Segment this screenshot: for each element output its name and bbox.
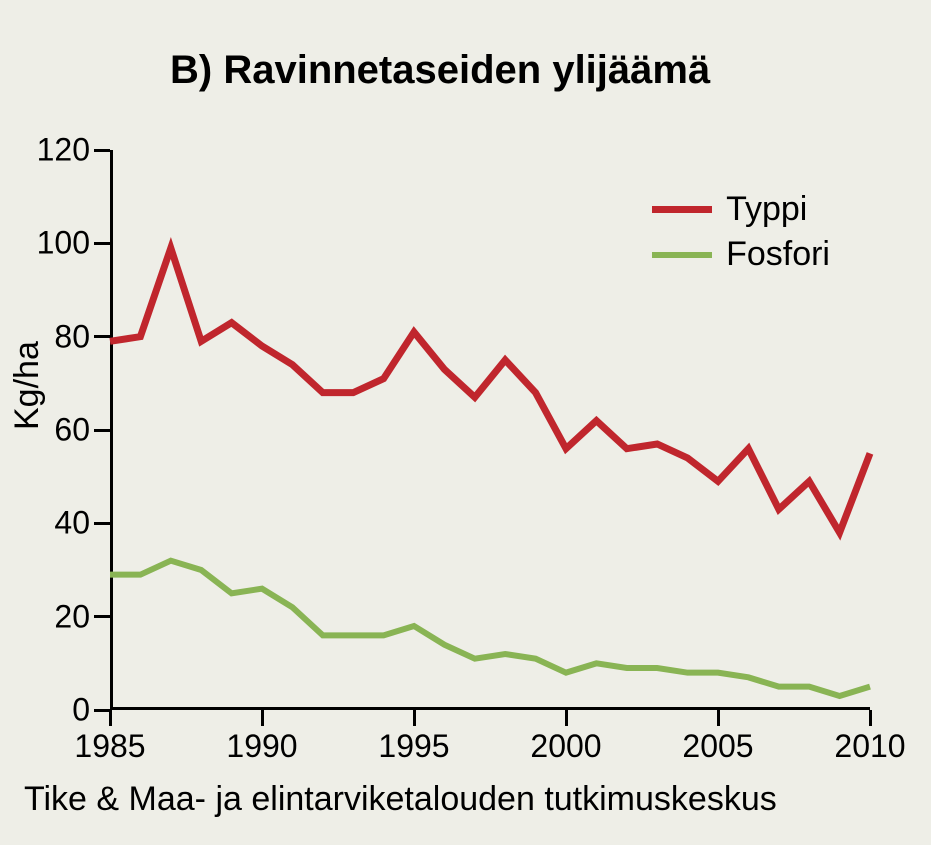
y-tick-label: 60 — [54, 412, 90, 449]
y-tick — [94, 242, 110, 245]
x-tick — [413, 710, 416, 726]
x-tick-label: 1985 — [74, 728, 145, 765]
x-tick — [717, 710, 720, 726]
x-tick — [565, 710, 568, 726]
y-tick — [94, 522, 110, 525]
legend-item-fosfori: Fosfori — [652, 235, 830, 274]
y-tick-label: 80 — [54, 318, 90, 355]
x-tick-label: 1990 — [226, 728, 297, 765]
source-text: Tike & Maa- ja elintarviketalouden tutki… — [24, 780, 777, 819]
legend-line-typpi — [652, 206, 712, 213]
x-tick — [869, 710, 872, 726]
y-tick-label: 40 — [54, 505, 90, 542]
chart-container: B) Ravinnetaseiden ylijäämä Kg/ha Typpi … — [0, 0, 931, 845]
y-axis-label: Kg/ha — [8, 341, 47, 430]
series-line-fosfori — [110, 561, 870, 696]
chart-title: B) Ravinnetaseiden ylijäämä — [170, 48, 710, 93]
legend-line-fosfori — [652, 252, 712, 258]
legend: Typpi Fosfori — [652, 190, 830, 280]
x-tick-label: 1995 — [378, 728, 449, 765]
y-tick — [94, 335, 110, 338]
y-tick — [94, 429, 110, 432]
series-line-typpi — [110, 248, 870, 533]
x-tick — [109, 710, 112, 726]
legend-label-fosfori: Fosfori — [726, 235, 830, 274]
y-tick-label: 100 — [37, 225, 90, 262]
legend-item-typpi: Typpi — [652, 190, 830, 229]
x-tick — [261, 710, 264, 726]
x-tick-label: 2005 — [682, 728, 753, 765]
y-tick-label: 0 — [72, 692, 90, 729]
x-tick-label: 2010 — [834, 728, 905, 765]
y-tick-label: 120 — [37, 132, 90, 169]
y-tick-label: 20 — [54, 598, 90, 635]
plot-frame: Typpi Fosfori 198519901995200020052010 — [110, 150, 870, 710]
y-tick — [94, 615, 110, 618]
legend-label-typpi: Typpi — [726, 190, 807, 229]
y-tick — [94, 149, 110, 152]
x-tick-label: 2000 — [530, 728, 601, 765]
